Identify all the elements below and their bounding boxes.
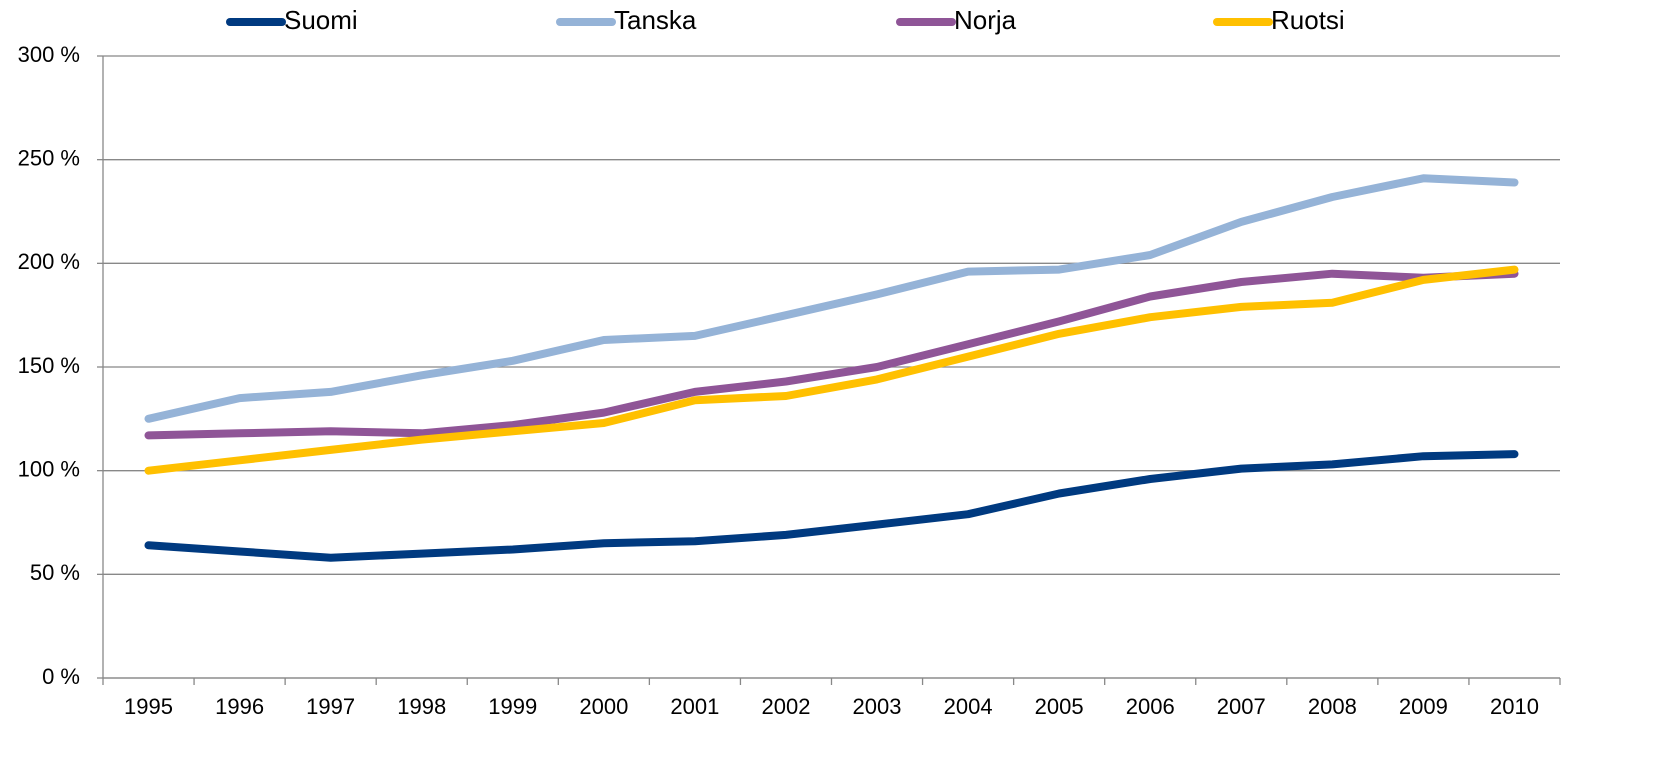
legend-label: Ruotsi [1271,5,1345,35]
legend-label: Norja [954,5,1017,35]
x-tick-label: 1995 [124,694,173,719]
series-line [144,450,1519,562]
y-tick-label: 200 % [18,249,80,274]
x-tick-label: 2001 [670,694,719,719]
x-tick-label: 2004 [944,694,993,719]
x-tick-label: 2006 [1126,694,1175,719]
legend-label: Suomi [284,5,358,35]
x-tick-label: 1996 [215,694,264,719]
y-tick-label: 50 % [30,560,80,585]
x-tick-label: 2009 [1399,694,1448,719]
y-tick-label: 0 % [42,664,80,689]
series-line [144,269,1519,440]
x-tick-label: 2002 [761,694,810,719]
x-tick-label: 1999 [488,694,537,719]
series-line [144,265,1519,475]
y-tick-label: 150 % [18,353,80,378]
x-tick-label: 2008 [1308,694,1357,719]
x-tick-label: 2007 [1217,694,1266,719]
x-tick-label: 2010 [1490,694,1539,719]
y-tick-label: 300 % [18,42,80,67]
y-tick-label: 250 % [18,145,80,170]
x-tick-label: 2005 [1035,694,1084,719]
y-tick-label: 100 % [18,456,80,481]
x-tick-label: 2003 [853,694,902,719]
x-tick-label: 2000 [579,694,628,719]
x-tick-label: 1997 [306,694,355,719]
series-line [144,174,1519,423]
legend-label: Tanska [614,5,697,35]
x-tick-label: 1998 [397,694,446,719]
